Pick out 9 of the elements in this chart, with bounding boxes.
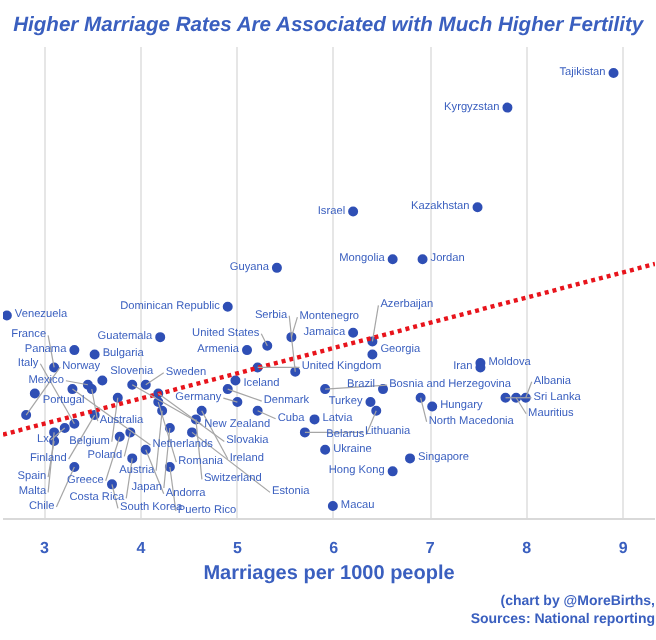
x-axis-title: Marriages per 1000 people	[203, 563, 456, 585]
x-tick-label: 8	[522, 539, 533, 557]
x-tick-label: 4	[136, 539, 147, 557]
x-tick-label: 6	[329, 539, 340, 557]
x-tick-label: 7	[425, 539, 436, 557]
x-tick-label: 9	[618, 539, 629, 557]
chart-title: Higher Marriage Rates Are Associated with Much Higher Fertility	[13, 15, 646, 37]
x-tick-label: 3	[40, 539, 51, 557]
x-tick-label: 5	[232, 539, 243, 557]
